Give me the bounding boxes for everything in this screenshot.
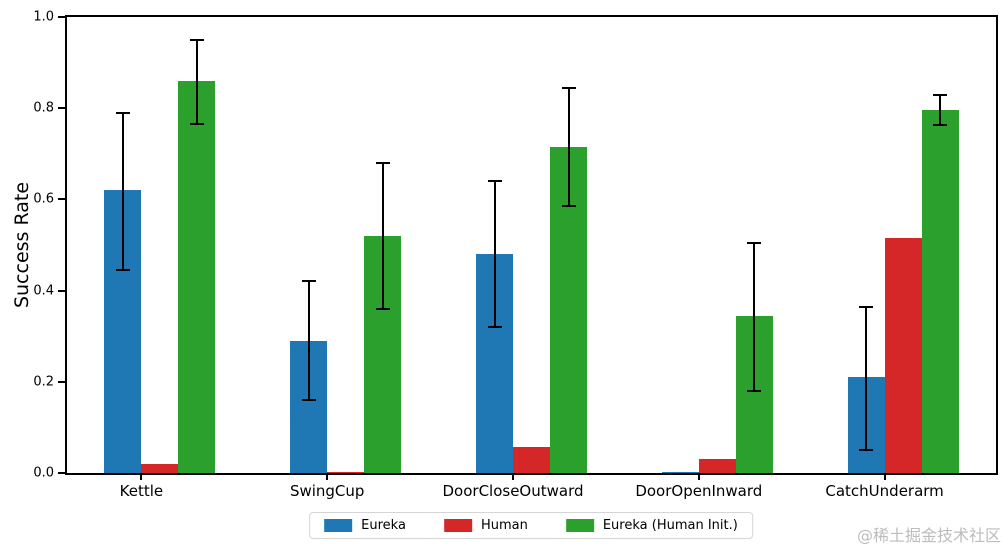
error-cap-top <box>859 305 874 308</box>
x-tick-label-kettle: Kettle <box>119 482 164 500</box>
error-bar-eureka-human-init-dooropeninward <box>753 242 756 391</box>
legend-swatch-human <box>443 519 472 532</box>
error-bar-eureka-swingcup <box>307 281 310 401</box>
y-tick-label: 0.0 <box>33 465 54 481</box>
error-cap-top <box>561 86 576 89</box>
error-cap-bottom <box>933 124 948 127</box>
error-cap-bottom <box>487 326 502 329</box>
bar-eureka-dooropeninward <box>661 471 699 473</box>
y-tick-label: 1.0 <box>33 9 54 25</box>
y-tick-mark <box>58 289 65 292</box>
x-tick-label-catchunderarm: CatchUnderarm <box>825 482 944 500</box>
legend-label-eureka-human-init: Eureka (Human Init.) <box>602 518 738 533</box>
error-bar-eureka-doorcloseoutward <box>493 181 496 328</box>
error-bar-eureka-human-init-catchunderarm <box>939 95 942 126</box>
x-tick-mark <box>326 475 329 480</box>
legend: Eureka Human Eureka (Human Init.) <box>309 512 753 539</box>
error-cap-top <box>747 241 762 244</box>
error-cap-bottom <box>301 399 316 402</box>
plot-area: 0.0 0.2 0.4 0.6 0.8 1.0 Kettle SwingCup DoorClos… <box>33 10 998 500</box>
x-tick-mark <box>140 475 143 480</box>
error-cap-top <box>487 180 502 183</box>
error-bar-eureka-human-init-doorcloseoutward <box>567 87 570 207</box>
watermark: @稀土掘金技术社区 <box>856 526 1001 545</box>
error-cap-bottom <box>375 307 390 310</box>
error-cap-top <box>375 161 390 164</box>
y-tick-label: 0.4 <box>33 283 54 299</box>
y-tick-mark <box>58 198 65 201</box>
legend-swatch-eureka-human-init <box>565 519 594 532</box>
error-cap-bottom <box>747 389 762 392</box>
error-bar-eureka-catchunderarm <box>865 306 868 451</box>
error-cap-bottom <box>859 449 874 452</box>
x-tick-label-swingcup: SwingCup <box>289 482 365 500</box>
legend-item-eureka-human-init: Eureka (Human Init.) <box>565 518 738 533</box>
legend-item-eureka: Eureka <box>324 518 406 533</box>
y-tick-mark <box>58 380 65 383</box>
x-tick-mark <box>512 475 514 480</box>
error-cap-top <box>189 38 204 41</box>
error-cap-top <box>115 111 130 114</box>
y-tick-label: 0.2 <box>33 374 54 390</box>
bar-eureka-human-init-kettle <box>178 80 216 473</box>
y-tick-mark <box>58 16 65 18</box>
bar-human-kettle <box>141 463 179 473</box>
bar-human-doorcloseoutward <box>513 446 550 473</box>
y-tick-label: 0.6 <box>33 191 54 207</box>
legend-item-human: Human <box>443 518 528 533</box>
legend-label-human: Human <box>480 518 528 533</box>
error-cap-top <box>301 280 316 283</box>
error-bar-eureka-human-init-kettle <box>195 39 198 125</box>
y-tick-label: 0.8 <box>33 100 54 116</box>
legend-label-eureka: Eureka <box>361 518 406 533</box>
error-cap-bottom <box>561 205 576 208</box>
y-tick-mark <box>58 472 65 474</box>
bar-eureka-human-init-catchunderarm <box>921 110 959 473</box>
x-tick-label-doorcloseoutward: DoorCloseOutward <box>442 482 584 500</box>
bar-human-catchunderarm <box>884 238 922 473</box>
x-tick-label-dooropeninward: DoorOpenInward <box>635 482 763 500</box>
error-cap-top <box>933 94 948 97</box>
error-cap-bottom <box>189 123 204 126</box>
y-axis-label: Success Rate <box>11 181 33 309</box>
bar-human-dooropeninward <box>698 459 736 473</box>
error-bar-eureka-kettle <box>121 112 124 271</box>
x-tick-mark <box>883 475 886 480</box>
legend-swatch-eureka <box>324 519 353 532</box>
error-cap-bottom <box>115 269 130 272</box>
error-bar-eureka-human-init-swingcup <box>381 162 384 309</box>
x-tick-mark <box>697 475 700 480</box>
bar-human-swingcup <box>327 471 365 473</box>
y-tick-mark <box>58 107 65 110</box>
